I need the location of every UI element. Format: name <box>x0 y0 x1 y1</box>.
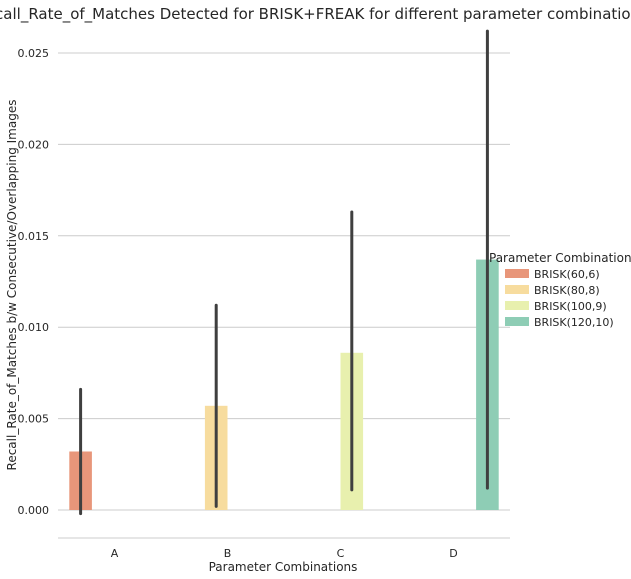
legend-title: Parameter Combinations <box>489 251 631 265</box>
legend-swatch <box>505 269 529 278</box>
y-tick-label: 0.010 <box>18 321 50 334</box>
x-axis-label: Parameter Combinations <box>209 560 358 574</box>
legend-item-label: BRISK(60,6) <box>534 268 600 281</box>
legend-swatch <box>505 317 529 326</box>
grid <box>58 52 510 511</box>
y-tick-label: 0.005 <box>18 413 50 426</box>
legend-item-label: BRISK(100,9) <box>534 300 607 313</box>
legend: Parameter Combinations BRISK(60,6) BRISK(… <box>489 251 631 329</box>
y-ticks: 0.000 0.005 0.010 0.015 0.020 0.025 <box>18 47 50 517</box>
y-tick-label: 0.015 <box>18 230 50 243</box>
y-tick-label: 0.000 <box>18 504 50 517</box>
x-tick-label: A <box>111 547 119 560</box>
x-ticks: A B C D <box>111 547 458 560</box>
x-tick-label: C <box>337 547 345 560</box>
chart-title: Recall_Rate_of_Matches Detected for BRIS… <box>0 5 631 24</box>
error-bars <box>79 29 489 516</box>
y-tick-label: 0.025 <box>18 47 50 60</box>
bars <box>69 259 499 510</box>
y-axis-label: Recall_Rate_of_Matches b/w Consecutive/O… <box>5 100 19 471</box>
legend-item-label: BRISK(80,8) <box>534 284 600 297</box>
legend-swatch <box>505 301 529 310</box>
legend-item-label: BRISK(120,10) <box>534 316 614 329</box>
legend-swatch <box>505 285 529 294</box>
x-tick-label: D <box>449 547 457 560</box>
y-tick-label: 0.020 <box>18 138 50 151</box>
x-tick-label: B <box>224 547 232 560</box>
